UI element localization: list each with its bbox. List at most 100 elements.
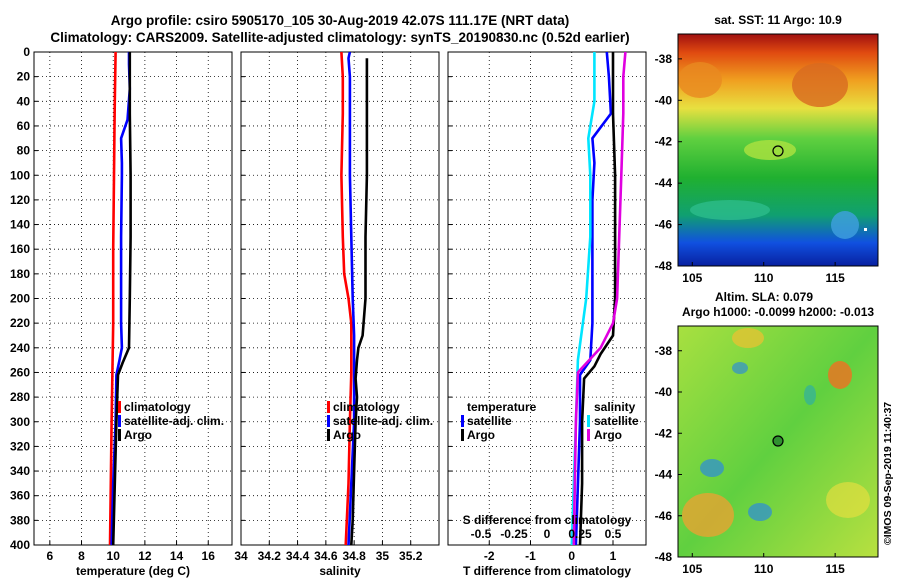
- s-diff-tick-label: 0.25: [568, 527, 592, 541]
- sla-low-patch: [700, 459, 724, 477]
- legend-swatch-satellite-adj: [327, 415, 330, 427]
- title-line1: Argo profile: csiro 5905170_105 30-Aug-2…: [111, 13, 569, 28]
- series-line-argo: [350, 58, 369, 545]
- x-tick-label: 34: [234, 549, 248, 563]
- legend-label-s-argo: Argo: [594, 428, 622, 442]
- salinity-xlabel: salinity: [319, 564, 361, 578]
- depth-tick-label: 400: [10, 538, 30, 552]
- depth-tick-label: 0: [23, 45, 30, 59]
- sst-mid-patch: [744, 140, 796, 160]
- legend-swatch-argo: [327, 429, 330, 441]
- legend-label-t-argo: Argo: [467, 428, 495, 442]
- x-tick-label: 0: [568, 549, 575, 563]
- map-x-tick-label: 105: [682, 562, 702, 576]
- temperature-grid: [34, 51, 232, 546]
- series-line-s-argo: [572, 52, 627, 545]
- legend-swatch-climatology: [118, 401, 121, 413]
- x-tick-label: 35.2: [399, 549, 423, 563]
- difference-legend: temperature satellite Argo salinity sate…: [461, 400, 639, 442]
- sst-no-data-pixel: [864, 228, 867, 231]
- x-tick-label: -1: [525, 549, 536, 563]
- depth-tick-label: 380: [10, 513, 30, 527]
- x-tick-label: 35: [376, 549, 390, 563]
- sla-argo-position-marker: [772, 435, 784, 447]
- legend-swatch-t-satellite: [461, 415, 464, 427]
- depth-tick-label: 120: [10, 193, 30, 207]
- depth-tick-label: 180: [10, 267, 30, 281]
- depth-tick-label: 20: [17, 70, 31, 84]
- legend-label-climatology: climatology: [124, 400, 191, 414]
- x-tick-label: 8: [78, 549, 85, 563]
- legend-label-climatology: climatology: [333, 400, 400, 414]
- series-line-satellite-adj-clim-: [347, 52, 356, 545]
- sst-map: sat. SST: 11 Argo: 10.9 105 110 115 -38 -40 -…: [655, 13, 879, 285]
- map-y-tick-label: -40: [655, 385, 673, 399]
- depth-tick-label: 140: [10, 218, 30, 232]
- s-difference-label: S difference from climatology: [463, 513, 632, 527]
- temperature-xlabel: temperature (deg C): [76, 564, 190, 578]
- depth-tick-label: 240: [10, 341, 30, 355]
- sst-warm-patch: [792, 63, 848, 107]
- sst-map-title: sat. SST: 11 Argo: 10.9: [714, 13, 842, 27]
- difference-x-ticks: -2 -1 0 1: [484, 549, 617, 563]
- x-tick-label: 10: [107, 549, 121, 563]
- map-x-tick-label: 110: [754, 562, 774, 576]
- depth-tick-label: 360: [10, 489, 30, 503]
- legend-label-s-satellite: satellite: [594, 414, 639, 428]
- map-y-tick-label: -42: [655, 135, 673, 149]
- difference-panel: -2 -1 0 1 -0.5 -0.25 0 0.25 0.5 S difference fr…: [447, 51, 647, 578]
- sla-high-patch: [828, 361, 852, 389]
- depth-tick-label: 80: [17, 144, 31, 158]
- map-y-tick-label: -44: [655, 468, 673, 482]
- map-y-tick-label: -44: [655, 176, 673, 190]
- legend-label-satellite-adj: satellite-adj. clim.: [124, 414, 224, 428]
- series-line-climatology: [108, 52, 117, 545]
- temperature-legend: climatology satellite-adj. clim. Argo: [118, 400, 224, 442]
- map-y-tick-label: -38: [655, 344, 673, 358]
- legend-swatch-satellite-adj: [118, 415, 121, 427]
- t-difference-xlabel: T difference from climatology: [463, 564, 631, 578]
- s-diff-tick-label: 0: [544, 527, 551, 541]
- title-line2: Climatology: CARS2009. Satellite-adjuste…: [50, 30, 629, 45]
- legend-label-satellite-adj: satellite-adj. clim.: [333, 414, 433, 428]
- legend-label-t-satellite: satellite: [467, 414, 512, 428]
- imos-credit: ©IMOS 09-Sep-2019 11:40:37: [882, 402, 894, 545]
- x-tick-label: 34.8: [342, 549, 366, 563]
- legend-swatch-s-argo: [587, 429, 590, 441]
- map-x-tick-label: 115: [825, 562, 845, 576]
- difference-series: [570, 52, 627, 545]
- sst-cool-patch: [690, 200, 770, 220]
- series-line-climatology: [340, 52, 353, 545]
- map-y-tick-label: -48: [655, 259, 673, 273]
- legend-swatch-t-argo: [461, 429, 464, 441]
- s-diff-tick-label: -0.5: [471, 527, 492, 541]
- depth-tick-label: 100: [10, 168, 30, 182]
- sla-map: Altim. SLA: 0.079 Argo h1000: -0.0099 h2…: [655, 290, 879, 576]
- map-y-tick-label: -46: [655, 218, 673, 232]
- salinity-panel: 34 34.2 34.4 34.6 34.8 35 35.2 salinity climat…: [234, 51, 440, 578]
- depth-tick-label: 320: [10, 439, 30, 453]
- sst-cold-eddy: [831, 211, 859, 239]
- s-diff-tick-label: 0.5: [605, 527, 622, 541]
- depth-tick-label: 340: [10, 464, 30, 478]
- map-y-tick-label: -46: [655, 509, 673, 523]
- sla-map-ticks: 105 110 115 -38 -40 -42 -44 -46 -48: [655, 344, 845, 576]
- legend-swatch-argo: [118, 429, 121, 441]
- sst-map-ticks: 105 110 115 -38 -40 -42 -44 -46 -48: [655, 52, 845, 285]
- x-tick-label: 34.2: [258, 549, 282, 563]
- difference-top-ticks: -0.5 -0.25 0 0.25 0.5: [471, 527, 622, 541]
- x-tick-label: -2: [484, 549, 495, 563]
- difference-frame: [447, 51, 647, 546]
- map-x-tick-label: 110: [754, 271, 774, 285]
- salinity-series: [340, 52, 369, 545]
- temperature-series: [108, 52, 132, 545]
- x-tick-label: 14: [170, 549, 184, 563]
- map-y-tick-label: -42: [655, 426, 673, 440]
- legend-label-argo: Argo: [333, 428, 361, 442]
- series-line-argo: [111, 52, 132, 545]
- depth-tick-label: 200: [10, 292, 30, 306]
- x-tick-label: 16: [202, 549, 216, 563]
- x-tick-label: 12: [138, 549, 152, 563]
- sla-high-patch: [826, 482, 870, 518]
